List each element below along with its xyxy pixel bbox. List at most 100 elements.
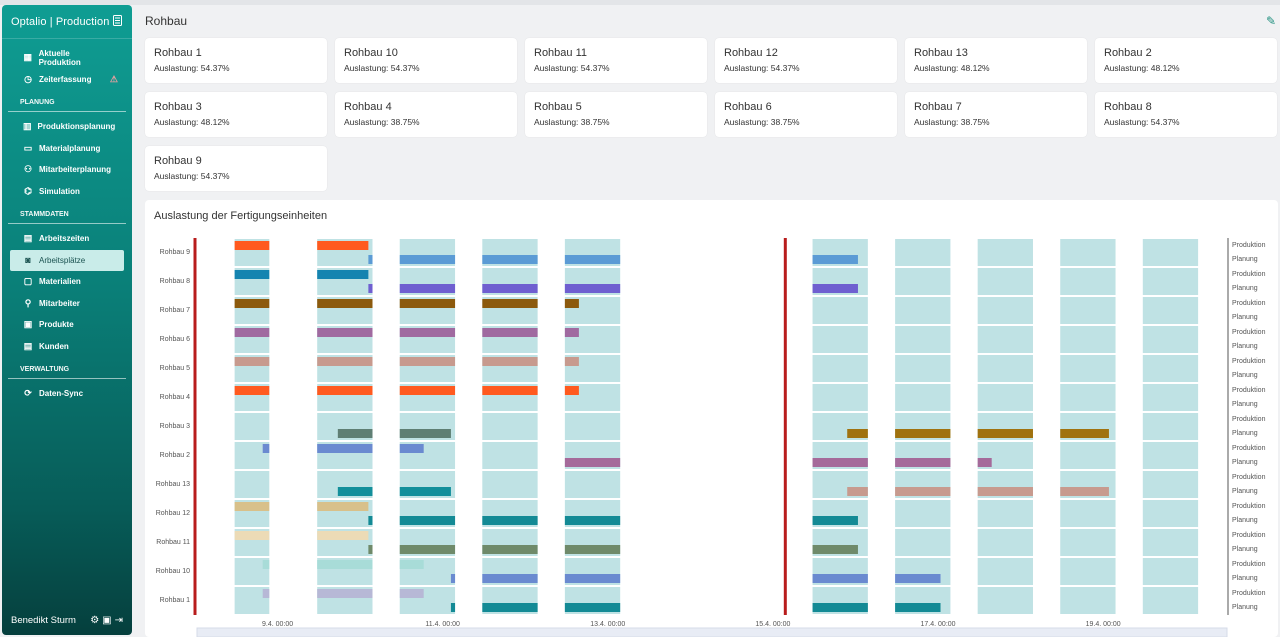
row-label: Rohbau 7 (160, 307, 190, 314)
workplace-card[interactable]: Rohbau 8 Auslastung: 54.37% (1095, 92, 1277, 137)
sidebar-item-simulation[interactable]: ⌬ Simulation (10, 181, 124, 203)
time-marker (783, 238, 787, 615)
box-icon: ▭ (23, 142, 33, 153)
sidebar-item-arbeitszeiten[interactable]: ▤ Arbeitszeiten (10, 228, 124, 250)
utilization-label: Auslastung: (154, 171, 199, 181)
calendar-icon: ▤ (23, 233, 33, 244)
gantt-bar (399, 516, 456, 525)
workplace-card[interactable]: Rohbau 5 Auslastung: 38.75% (525, 92, 707, 137)
sublane-label: Planung (1232, 575, 1258, 582)
product-icon: ▣ (23, 319, 33, 330)
sidebar-item-label: Mitarbeiterplanung (38, 165, 111, 175)
sublane-label: Produktion (1232, 474, 1266, 481)
workplace-card[interactable]: Rohbau 3 Auslastung: 48.12% (145, 92, 327, 137)
gantt-bar (812, 255, 858, 264)
edit-icon[interactable]: ✎ (1266, 14, 1277, 28)
x-tick-label: 11.4. 00:00 (425, 621, 460, 628)
gantt-bar (450, 603, 456, 612)
sublane-label: Planung (1232, 488, 1258, 495)
card-utilization: Auslastung: 48.12% (154, 117, 318, 127)
card-name: Rohbau 5 (534, 101, 582, 113)
utilization-label: Auslastung: (154, 117, 199, 127)
scrollbar-track (196, 627, 1228, 637)
gantt-bar (812, 603, 868, 612)
material-icon: ▢ (23, 276, 33, 287)
workplace-card[interactable]: Rohbau 6 Auslastung: 38.75% (715, 92, 897, 137)
card-name: Rohbau 2 (1104, 47, 1152, 59)
sidebar-item-materialien[interactable]: ▢ Materialien (10, 271, 124, 293)
workplace-card[interactable]: Rohbau 11 Auslastung: 54.37% (525, 38, 707, 83)
workplace-card[interactable]: Rohbau 13 Auslastung: 48.12% (905, 38, 1087, 83)
workday-window (234, 238, 270, 615)
sidebar-item-produktionsplanung[interactable]: ▥ Produktionsplanung (10, 116, 124, 138)
card-utilization: Auslastung: 48.12% (1104, 63, 1268, 73)
workplace-card[interactable]: Rohbau 10 Auslastung: 54.37% (335, 38, 517, 83)
sublane-label: Planung (1232, 343, 1258, 350)
card-utilization: Auslastung: 54.37% (154, 171, 318, 181)
gantt-bar (317, 241, 369, 250)
sidebar-item-produkte[interactable]: ▣ Produkte (10, 314, 124, 336)
gantt-bar (812, 574, 868, 583)
sidebar-item-mitarbeiter[interactable]: ⚲ Mitarbeiter (10, 293, 124, 315)
workday-window (1142, 238, 1199, 615)
gantt-bar (482, 284, 538, 293)
sublane-label: Planung (1232, 546, 1258, 553)
sidebar-item-aktuelle-produktion[interactable]: ▦ Aktuelle Produktion (10, 47, 124, 69)
card-utilization: Auslastung: 54.37% (534, 63, 698, 73)
gantt-bar (564, 574, 621, 583)
x-tick-label: 19.4. 00:00 (1086, 621, 1121, 628)
gantt-bar (450, 574, 456, 583)
sidebar-item-kunden[interactable]: ▤ Kunden (10, 336, 124, 358)
gantt-bar (895, 487, 951, 496)
workday-window (564, 238, 621, 615)
row-label: Rohbau 8 (160, 278, 190, 285)
sidebar-item-materialplanung[interactable]: ▭ Materialplanung (10, 138, 124, 160)
play-icon[interactable]: ▣ (102, 614, 112, 626)
sidebar-item-daten-sync[interactable]: ⟳ Daten-Sync (10, 383, 124, 405)
gantt-bar (399, 444, 424, 453)
gantt-bar (564, 357, 579, 366)
sublane-label: Planung (1232, 256, 1258, 263)
x-tick-label: 17.4. 00:00 (921, 621, 956, 628)
gantt-bar (262, 444, 270, 453)
sublane-label: Produktion (1232, 416, 1266, 423)
gantt-bar (977, 429, 1033, 438)
document-icon[interactable] (113, 14, 122, 29)
card-utilization: Auslastung: 48.12% (914, 63, 1078, 73)
gantt-bar (564, 284, 621, 293)
customer-icon: ▤ (23, 340, 33, 351)
card-name: Rohbau 12 (724, 47, 778, 59)
workplace-card[interactable]: Rohbau 1 Auslastung: 54.37% (145, 38, 327, 83)
gantt-bar (234, 241, 270, 250)
sublane-label: Produktion (1232, 329, 1266, 336)
gantt-bar (399, 560, 424, 569)
card-name: Rohbau 9 (154, 155, 202, 167)
settings-icon[interactable]: ⚙ (90, 614, 100, 626)
workplace-card[interactable]: Rohbau 2 Auslastung: 48.12% (1095, 38, 1277, 83)
sidebar-item-mitarbeiterplanung[interactable]: ⚇ Mitarbeiterplanung (10, 159, 124, 181)
gantt-bar (895, 429, 951, 438)
app-title: Optalio | Production (11, 15, 110, 28)
row-label: Rohbau 1 (160, 597, 190, 604)
utilization-value: 54.37% (578, 63, 610, 73)
utilization-label: Auslastung: (344, 63, 389, 73)
gantt-bar (1060, 487, 1109, 496)
logout-icon[interactable]: ⇥ (114, 614, 123, 626)
card-utilization: Auslastung: 54.37% (344, 63, 508, 73)
workplace-card[interactable]: Rohbau 9 Auslastung: 54.37% (145, 146, 327, 191)
sidebar-footer: Benedikt Sturm ⚙ ▣ ⇥ (2, 605, 132, 635)
gantt-bar (482, 516, 538, 525)
sidebar-item-zeiterfassung[interactable]: ◷ Zeiterfassung ⚠ (10, 69, 124, 91)
gantt-bar (399, 284, 456, 293)
gantt-bar (262, 589, 270, 598)
gantt-bar (895, 603, 941, 612)
workday-window (399, 238, 456, 615)
workplace-card[interactable]: Rohbau 7 Auslastung: 38.75% (905, 92, 1087, 137)
workplace-card[interactable]: Rohbau 4 Auslastung: 38.75% (335, 92, 517, 137)
workplace-card[interactable]: Rohbau 12 Auslastung: 54.37% (715, 38, 897, 83)
gantt-bar (482, 603, 538, 612)
gantt-bar (399, 429, 451, 438)
sublane-label: Planung (1232, 285, 1258, 292)
sidebar-item-arbeitsplätze[interactable]: ◙ Arbeitsplätze (10, 249, 124, 271)
gantt-bar (317, 531, 369, 540)
